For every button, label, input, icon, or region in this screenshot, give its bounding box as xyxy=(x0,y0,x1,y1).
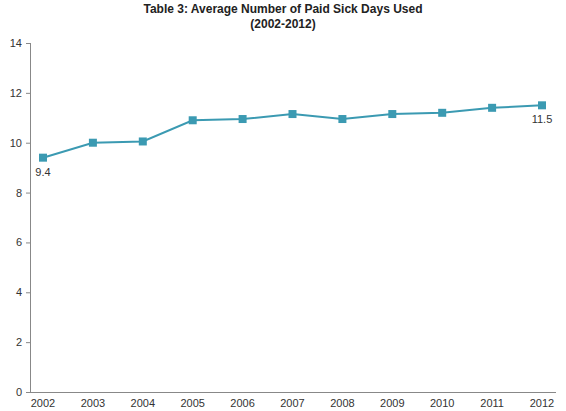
marker xyxy=(538,101,546,109)
y-tick-label: 2 xyxy=(16,336,22,348)
marker xyxy=(89,139,97,147)
y-tick xyxy=(26,392,30,393)
y-tick-label: 12 xyxy=(10,87,22,99)
y-axis-line xyxy=(30,43,31,392)
y-tick xyxy=(26,43,30,44)
marker xyxy=(139,137,147,145)
y-tick-label: 8 xyxy=(16,187,22,199)
marker xyxy=(239,115,247,123)
x-tick-label: 2009 xyxy=(380,397,404,409)
y-tick-label: 4 xyxy=(16,286,22,298)
x-tick-label: 2004 xyxy=(131,397,155,409)
marker xyxy=(338,115,346,123)
y-tick-label: 6 xyxy=(16,236,22,248)
x-tick-label: 2007 xyxy=(280,397,304,409)
y-tick xyxy=(26,242,30,243)
x-tick-label: 2010 xyxy=(430,397,454,409)
y-tick xyxy=(26,193,30,194)
x-tick-label: 2012 xyxy=(530,397,554,409)
y-tick-label: 14 xyxy=(10,37,22,49)
data-label: 11.5 xyxy=(532,113,553,125)
y-tick xyxy=(26,143,30,144)
marker xyxy=(289,110,297,118)
x-axis-line xyxy=(30,392,556,393)
x-tick-label: 2003 xyxy=(81,397,105,409)
x-tick-label: 2008 xyxy=(330,397,354,409)
plot-area xyxy=(39,101,546,161)
marker xyxy=(388,110,396,118)
marker xyxy=(189,116,197,124)
line xyxy=(43,105,542,157)
subtitle: (2002-2012) xyxy=(250,17,315,31)
x-tick-label: 2006 xyxy=(230,397,254,409)
data-label: 9.4 xyxy=(35,166,50,178)
y-tick xyxy=(26,292,30,293)
y-tick xyxy=(26,93,30,94)
x-tick-label: 2011 xyxy=(480,397,504,409)
chart: Table 3: Average Number of Paid Sick Day… xyxy=(0,0,566,411)
x-tick-label: 2005 xyxy=(180,397,204,409)
title: Table 3: Average Number of Paid Sick Day… xyxy=(144,2,423,16)
x-tick-label: 2002 xyxy=(31,397,55,409)
y-tick xyxy=(26,342,30,343)
marker xyxy=(39,154,47,162)
y-tick-label: 10 xyxy=(10,137,22,149)
marker xyxy=(488,104,496,112)
marker xyxy=(438,109,446,117)
y-tick-label: 0 xyxy=(16,386,22,398)
